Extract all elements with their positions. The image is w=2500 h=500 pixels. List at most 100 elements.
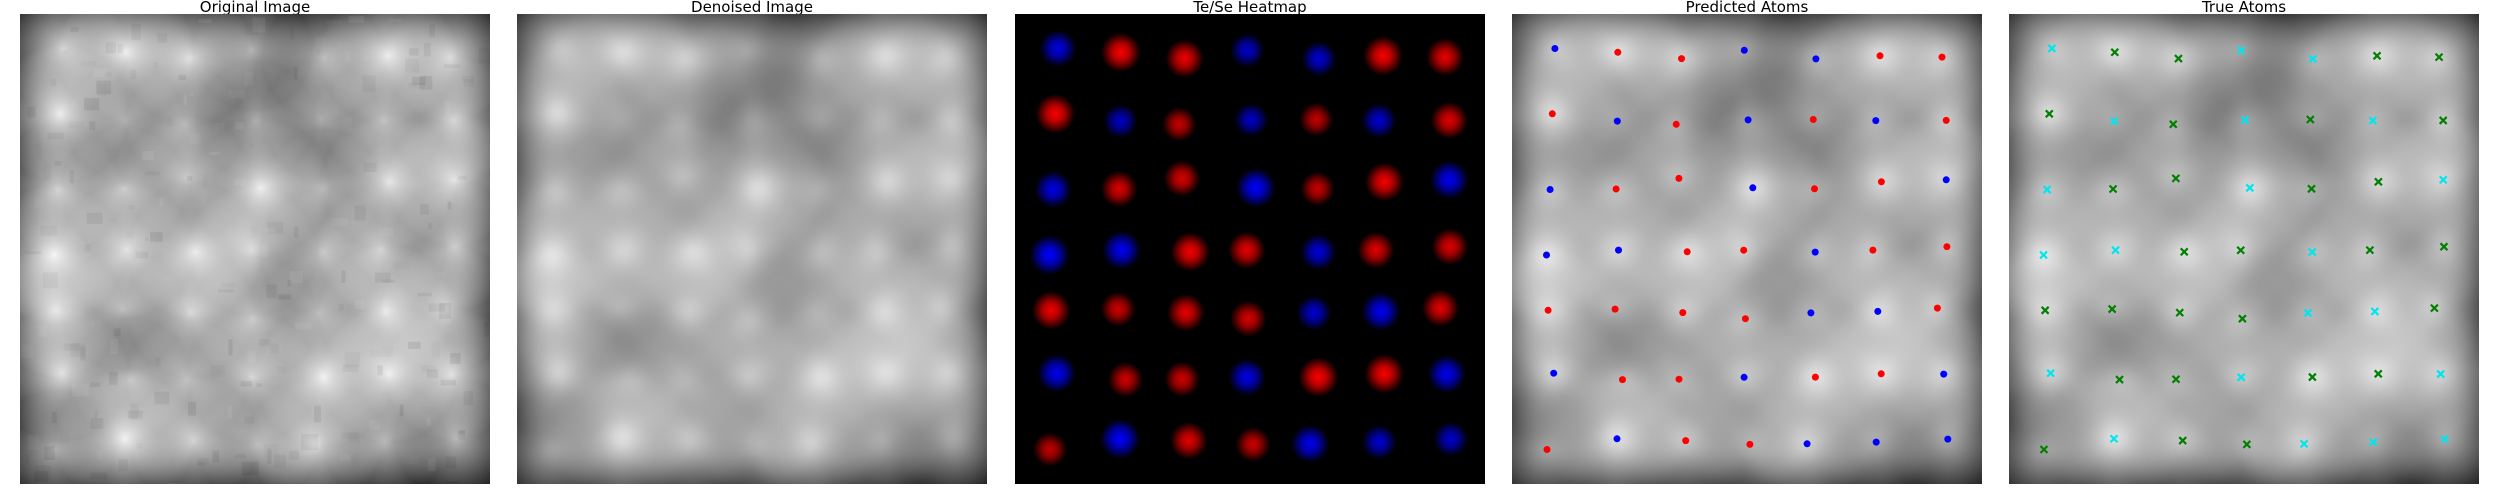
noise-speck <box>313 84 321 99</box>
noise-speck <box>483 322 489 337</box>
noise-speck <box>323 128 332 133</box>
noise-speck <box>320 146 326 159</box>
noise-speck <box>264 444 279 458</box>
true-se-marker <box>2370 307 2380 316</box>
noise-speck <box>210 365 225 378</box>
noise-speck <box>96 80 112 95</box>
noise-speck <box>315 37 327 50</box>
te-heat-spot <box>1426 38 1464 76</box>
noise-speck <box>136 443 143 450</box>
noise-speck <box>41 465 45 479</box>
noise-speck <box>424 42 431 57</box>
predicted-te-marker <box>1675 375 1683 383</box>
true-te-marker <box>2238 314 2247 323</box>
noise-speck <box>377 146 392 154</box>
predicted-te-marker <box>1679 309 1687 317</box>
noise-speck <box>443 64 461 68</box>
panel-denoised-image: Denoised Image <box>517 0 987 500</box>
noise-speck <box>107 218 117 223</box>
noise-speck <box>198 18 212 23</box>
noise-speck <box>104 72 112 77</box>
noise-speck <box>387 429 391 438</box>
true-te-marker <box>2236 245 2246 255</box>
noise-speck <box>159 198 164 207</box>
noise-speck <box>93 68 107 77</box>
se-heat-spot <box>1361 103 1397 139</box>
noise-speck <box>363 55 368 63</box>
noise-speck <box>42 272 58 289</box>
noise-speck <box>177 327 184 337</box>
noise-speck <box>204 56 211 68</box>
noise-speck <box>408 341 421 349</box>
noise-speck <box>234 443 240 456</box>
noise-speck <box>135 251 148 259</box>
predicted-se-marker <box>1807 309 1815 317</box>
noise-speck <box>228 339 233 356</box>
denoised-image-view <box>517 14 987 484</box>
predicted-se-marker <box>1872 117 1880 125</box>
noise-speck <box>235 121 244 130</box>
true-te-marker <box>2179 247 2189 257</box>
noise-speck <box>472 128 481 134</box>
noise-speck <box>84 53 95 58</box>
noise-speck <box>54 160 62 166</box>
te-heat-spot <box>1363 36 1403 76</box>
noise-speck <box>341 270 346 283</box>
noise-speck <box>80 60 97 67</box>
se-heat-spot <box>1228 358 1266 396</box>
noise-speck <box>348 432 360 443</box>
noise-speck <box>337 41 349 49</box>
te-heat-spot <box>1101 32 1141 72</box>
noise-layer <box>21 16 490 484</box>
se-heat-spot <box>1100 418 1140 459</box>
predicted-te-marker <box>1611 305 1619 313</box>
noise-speck <box>428 303 446 312</box>
predicted-te-marker <box>1741 315 1749 323</box>
noise-speck <box>293 226 299 238</box>
noise-speck <box>369 350 381 357</box>
predicted-te-marker <box>1877 178 1885 186</box>
true-se-marker <box>2440 434 2450 444</box>
predicted-se-marker <box>1740 46 1748 54</box>
true-se-marker <box>2111 245 2120 255</box>
predicted-te-marker <box>1811 373 1819 381</box>
noise-speck <box>34 471 49 483</box>
noise-speck <box>283 332 291 343</box>
noise-speck <box>426 418 431 426</box>
noise-speck <box>234 453 246 459</box>
predicted-te-marker <box>1548 110 1556 118</box>
noise-speck <box>395 457 409 463</box>
noise-speck <box>416 123 423 127</box>
te-heat-spot <box>1364 354 1404 394</box>
true-se-marker <box>2303 308 2313 318</box>
true-te-marker <box>2175 308 2185 317</box>
true-te-marker <box>2374 177 2383 187</box>
noise-speck <box>363 162 377 172</box>
noise-speck <box>40 225 57 236</box>
se-heat-spot <box>1301 41 1337 77</box>
heatmap-view <box>1015 14 1485 484</box>
noise-speck <box>181 296 196 306</box>
noise-speck <box>341 219 357 224</box>
noise-speck <box>51 411 57 423</box>
noise-speck <box>462 75 474 83</box>
true-te-marker <box>2373 369 2383 379</box>
predicted-se-marker <box>1811 248 1819 256</box>
true-se-marker <box>2438 175 2448 185</box>
se-heat-spot <box>1300 234 1337 271</box>
predicted-te-marker <box>1614 48 1622 56</box>
noise-speck <box>84 98 100 111</box>
te-heat-spot <box>1033 432 1067 467</box>
noise-speck <box>50 350 67 358</box>
noise-speck <box>374 272 391 283</box>
noise-speck <box>85 243 91 252</box>
noise-speck <box>479 436 490 445</box>
atom-blob <box>892 379 987 484</box>
true-se-marker <box>2299 439 2309 449</box>
true-te-marker <box>2115 375 2124 384</box>
se-heat-spot <box>1427 355 1466 394</box>
noise-speck <box>399 404 404 417</box>
noise-speck <box>27 208 39 226</box>
se-heat-spot <box>1034 171 1072 208</box>
true-te-marker <box>2308 372 2317 382</box>
